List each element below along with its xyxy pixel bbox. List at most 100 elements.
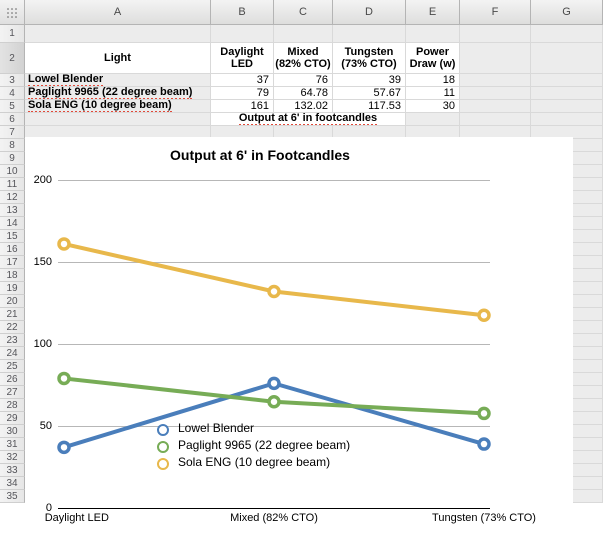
row-header-32[interactable]: 32 bbox=[0, 451, 25, 464]
cell-D1[interactable] bbox=[333, 25, 406, 43]
cell-C4[interactable]: 64.78 bbox=[274, 87, 333, 100]
cell-G5[interactable] bbox=[531, 100, 603, 113]
row-header-25[interactable]: 25 bbox=[0, 360, 25, 373]
row-header-19[interactable]: 19 bbox=[0, 282, 25, 295]
data-point-2-1[interactable] bbox=[267, 284, 281, 299]
column-header-c[interactable]: C bbox=[274, 0, 333, 25]
column-header-f[interactable]: F bbox=[460, 0, 531, 25]
cell-D5[interactable]: 117.53 bbox=[333, 100, 406, 113]
row-header-8[interactable]: 8 bbox=[0, 139, 25, 152]
cell-G2[interactable] bbox=[531, 43, 603, 74]
cell-F5[interactable] bbox=[460, 100, 531, 113]
row-header-35[interactable]: 35 bbox=[0, 490, 25, 503]
legend-item-2[interactable]: Sola ENG (10 degree beam) bbox=[155, 453, 350, 470]
cell-E6[interactable] bbox=[406, 113, 460, 126]
cell-E2[interactable]: Power Draw (w) bbox=[406, 43, 460, 74]
cell-B4[interactable]: 79 bbox=[211, 87, 274, 100]
cell-B2[interactable]: Daylight LED bbox=[211, 43, 274, 74]
row-header-4[interactable]: 4 bbox=[0, 87, 25, 100]
row-header-15[interactable]: 15 bbox=[0, 230, 25, 243]
cell-F2[interactable] bbox=[460, 43, 531, 74]
data-point-2-2[interactable] bbox=[477, 308, 491, 323]
cell-A2[interactable]: Light bbox=[25, 43, 211, 74]
row-header-27[interactable]: 27 bbox=[0, 386, 25, 399]
cell-E3[interactable]: 18 bbox=[406, 74, 460, 87]
cell-G6[interactable] bbox=[531, 113, 603, 126]
cell-A1[interactable] bbox=[25, 25, 211, 43]
row-header-21[interactable]: 21 bbox=[0, 308, 25, 321]
cell-D2[interactable]: Tungsten (73% CTO) bbox=[333, 43, 406, 74]
row-header-31[interactable]: 31 bbox=[0, 438, 25, 451]
cell-text: Lowel Blender bbox=[28, 74, 104, 86]
select-all-corner[interactable] bbox=[0, 0, 25, 25]
cell-A3[interactable]: Lowel Blender bbox=[25, 74, 211, 87]
cell-C2[interactable]: Mixed (82% CTO) bbox=[274, 43, 333, 74]
row-header-3[interactable]: 3 bbox=[0, 74, 25, 87]
cell-G4[interactable] bbox=[531, 87, 603, 100]
cell-G3[interactable] bbox=[531, 74, 603, 87]
cell-G1[interactable] bbox=[531, 25, 603, 43]
row-header-5[interactable]: 5 bbox=[0, 100, 25, 113]
column-header-d[interactable]: D bbox=[333, 0, 406, 25]
row-header-6[interactable]: 6 bbox=[0, 113, 25, 126]
data-point-1-0[interactable] bbox=[57, 371, 71, 386]
legend-marker-circle-icon bbox=[155, 438, 169, 453]
row-header-33[interactable]: 33 bbox=[0, 464, 25, 477]
cell-C1[interactable] bbox=[274, 25, 333, 43]
cell-F1[interactable] bbox=[460, 25, 531, 43]
embedded-chart[interactable]: Output at 6' in Footcandles 0 50 100 150 200… bbox=[25, 137, 573, 536]
row-header-34[interactable]: 34 bbox=[0, 477, 25, 490]
data-point-1-1[interactable] bbox=[267, 395, 281, 409]
row-header-17[interactable]: 17 bbox=[0, 256, 25, 269]
column-header-e[interactable]: E bbox=[406, 0, 460, 25]
row-header-29[interactable]: 29 bbox=[0, 412, 25, 425]
cell-F6[interactable] bbox=[460, 113, 531, 126]
cell-B5[interactable]: 161 bbox=[211, 100, 274, 113]
cell-D3[interactable]: 39 bbox=[333, 74, 406, 87]
row-header-26[interactable]: 26 bbox=[0, 373, 25, 386]
cell-D4[interactable]: 57.67 bbox=[333, 87, 406, 100]
cell-C5[interactable]: 132.02 bbox=[274, 100, 333, 113]
cell-A6[interactable] bbox=[25, 113, 211, 126]
data-point-0-1[interactable] bbox=[267, 376, 281, 391]
row-header-2[interactable]: 2 bbox=[0, 43, 25, 74]
cell-F3[interactable] bbox=[460, 74, 531, 87]
data-point-0-0[interactable] bbox=[57, 440, 71, 455]
row-header-12[interactable]: 12 bbox=[0, 191, 25, 204]
cell-A4[interactable]: Paglight 9965 (22 degree beam) bbox=[25, 87, 211, 100]
row-header-1[interactable]: 1 bbox=[0, 25, 25, 43]
row-header-11[interactable]: 11 bbox=[0, 178, 25, 191]
row-header-18[interactable]: 18 bbox=[0, 269, 25, 282]
row-header-24[interactable]: 24 bbox=[0, 347, 25, 360]
cell-B6-caption[interactable]: Output at 6' in footcandles bbox=[211, 113, 406, 126]
chart-legend[interactable]: Lowel Blender Paglight 9965 (22 degree be… bbox=[155, 419, 350, 470]
row-header-13[interactable]: 13 bbox=[0, 204, 25, 217]
row-header-14[interactable]: 14 bbox=[0, 217, 25, 230]
row-header-28[interactable]: 28 bbox=[0, 399, 25, 412]
row-header-22[interactable]: 22 bbox=[0, 321, 25, 334]
row-header-9[interactable]: 9 bbox=[0, 152, 25, 165]
cell-A5[interactable]: Sola ENG (10 degree beam) bbox=[25, 100, 211, 113]
row-header-16[interactable]: 16 bbox=[0, 243, 25, 256]
cell-text: LED bbox=[231, 58, 253, 70]
data-point-1-2[interactable] bbox=[477, 406, 491, 421]
row-header-10[interactable]: 10 bbox=[0, 165, 25, 178]
data-point-0-2[interactable] bbox=[477, 437, 491, 451]
cell-E4[interactable]: 11 bbox=[406, 87, 460, 100]
cell-B1[interactable] bbox=[211, 25, 274, 43]
row-header-20[interactable]: 20 bbox=[0, 295, 25, 308]
cell-E5[interactable]: 30 bbox=[406, 100, 460, 113]
legend-item-1[interactable]: Paglight 9965 (22 degree beam) bbox=[155, 436, 350, 453]
cell-E1[interactable] bbox=[406, 25, 460, 43]
row-header-30[interactable]: 30 bbox=[0, 425, 25, 438]
column-header-g[interactable]: G bbox=[531, 0, 603, 25]
cell-F4[interactable] bbox=[460, 87, 531, 100]
row-header-7[interactable]: 7 bbox=[0, 126, 25, 139]
column-header-a[interactable]: A bbox=[25, 0, 211, 25]
cell-C3[interactable]: 76 bbox=[274, 74, 333, 87]
legend-item-0[interactable]: Lowel Blender bbox=[155, 419, 350, 436]
cell-B3[interactable]: 37 bbox=[211, 74, 274, 87]
data-point-2-0[interactable] bbox=[57, 237, 71, 251]
column-header-b[interactable]: B bbox=[211, 0, 274, 25]
row-header-23[interactable]: 23 bbox=[0, 334, 25, 347]
